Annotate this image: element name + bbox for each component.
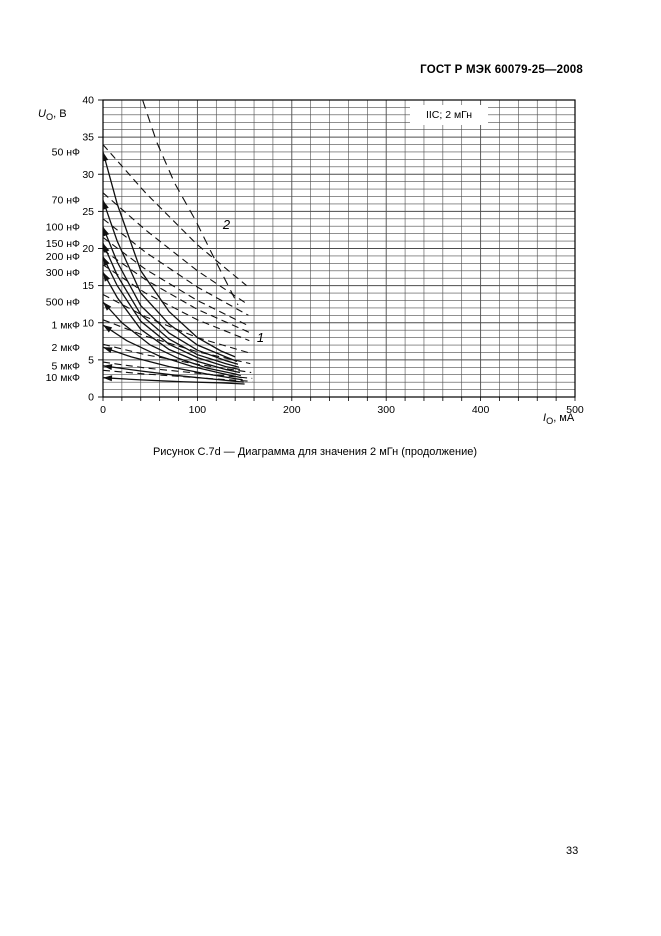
chart-canvas: 0 100 200 300 400 500 0 5 10 15 20 25 30 35 40 50 нФ 70 …	[46, 95, 584, 417]
curve-c150n-1	[102, 243, 240, 368]
capacitance-label-c300n-1: 300 нФ	[46, 267, 80, 279]
capacitance-label-c1u-1: 1 мкФ	[51, 319, 80, 331]
x-tick-label: 0	[100, 404, 106, 416]
y-tick-label: 15	[82, 280, 94, 292]
capacitance-label-c50n-1: 50 нФ	[52, 146, 80, 158]
y-axis-label: UO, В	[38, 108, 67, 122]
page-number: 33	[566, 845, 579, 857]
curve-arrowhead-c50n-1	[102, 151, 109, 162]
capacitance-label-c100n-1: 100 нФ	[46, 221, 80, 233]
x-tick-label: 400	[472, 404, 490, 416]
curve-arrowhead-c5u-1	[103, 364, 113, 371]
curve-c5u-1	[102, 365, 244, 383]
curve-arrowhead-c1u-1	[103, 324, 113, 333]
x-tick-label: 100	[189, 404, 207, 416]
y-tick-label: 35	[82, 132, 94, 144]
y-tick-label: 0	[88, 392, 94, 404]
curve-group-label-1: 1	[257, 330, 264, 345]
y-axis-variable: U	[38, 108, 46, 120]
y-axis-subscript: O	[45, 112, 54, 123]
capacitance-label-c5u-1: 5 мкФ	[51, 360, 80, 372]
curve-c70n-1	[102, 199, 238, 363]
x-axis-label: IO, мА	[543, 412, 574, 426]
curve-c150n-2	[102, 236, 249, 327]
capacitance-label-c200n-1: 200 нФ	[46, 251, 80, 263]
capacitance-label-c150n-1: 150 нФ	[46, 238, 80, 250]
curve-c10u-1	[102, 377, 245, 385]
curve-c1u-1	[102, 324, 242, 379]
curve-arrowhead-c300n-1	[103, 272, 111, 282]
document-header: ГОСТ Р МЭК 60079-25—2008	[420, 64, 583, 76]
curve-arrowhead-c200n-1	[103, 256, 110, 267]
y-tick-label: 10	[82, 317, 94, 329]
curve-c300n-1	[102, 271, 241, 374]
y-axis-unit: , В	[53, 108, 67, 120]
curve-c1u-2	[102, 319, 251, 365]
curve-arrowhead-c10u-1	[103, 375, 113, 382]
curve-arrowhead-c100n-1	[103, 226, 110, 237]
y-tick-label: 5	[88, 354, 94, 366]
y-tick-label: 20	[82, 243, 94, 255]
curve-c300n-2	[102, 264, 250, 342]
capacitance-label-c10u-1: 10 мкФ	[46, 372, 80, 384]
plot-border	[102, 99, 576, 398]
curve-arrowhead-c150n-1	[103, 243, 110, 253]
x-axis-unit: , мА	[553, 412, 575, 424]
x-tick-label: 200	[283, 404, 301, 416]
x-tick-label: 500	[566, 404, 584, 416]
x-tick-label: 300	[377, 404, 395, 416]
curve-arrowhead-c70n-1	[103, 200, 109, 210]
y-tick-label: 25	[82, 206, 94, 218]
y-tick-label: 40	[82, 95, 94, 107]
capacitance-label-c70n-1: 70 нФ	[52, 195, 80, 207]
curve-c2u-2	[102, 343, 252, 374]
curve-c100n-1	[102, 226, 239, 365]
x-axis-variable: I	[543, 412, 547, 424]
curve-curve2-boundary	[142, 99, 239, 306]
curve-arrowhead-c500n-1	[103, 301, 112, 311]
capacitance-label-c500n-1: 500 нФ	[46, 296, 80, 308]
curve-arrowhead-c2u-1	[103, 347, 113, 353]
capacitance-label-c2u-1: 2 мкФ	[51, 342, 80, 354]
curve-c200n-1	[102, 256, 241, 371]
figure-caption: Рисунок С.7d — Диаграмма для значения 2 …	[152, 446, 478, 458]
curve-c100n-2	[102, 218, 249, 316]
curve-c500n-1	[102, 301, 241, 377]
y-tick-label: 30	[82, 169, 94, 181]
curve-c50n-1	[102, 151, 236, 358]
legend-gas-group-inductance: IIC; 2 мГн	[410, 105, 488, 125]
curve-c70n-2	[102, 192, 248, 305]
chart-area: 0 100 200 300 400 500 0 5 10 15 20 25 30 35 40 50 нФ 70 …	[0, 0, 661, 440]
curve-c500n-2	[102, 294, 251, 354]
curve-c200n-2	[102, 249, 250, 333]
curve-c2u-1	[102, 346, 243, 381]
x-axis-subscript: O	[546, 416, 554, 427]
curve-group-label-2: 2	[222, 217, 231, 232]
